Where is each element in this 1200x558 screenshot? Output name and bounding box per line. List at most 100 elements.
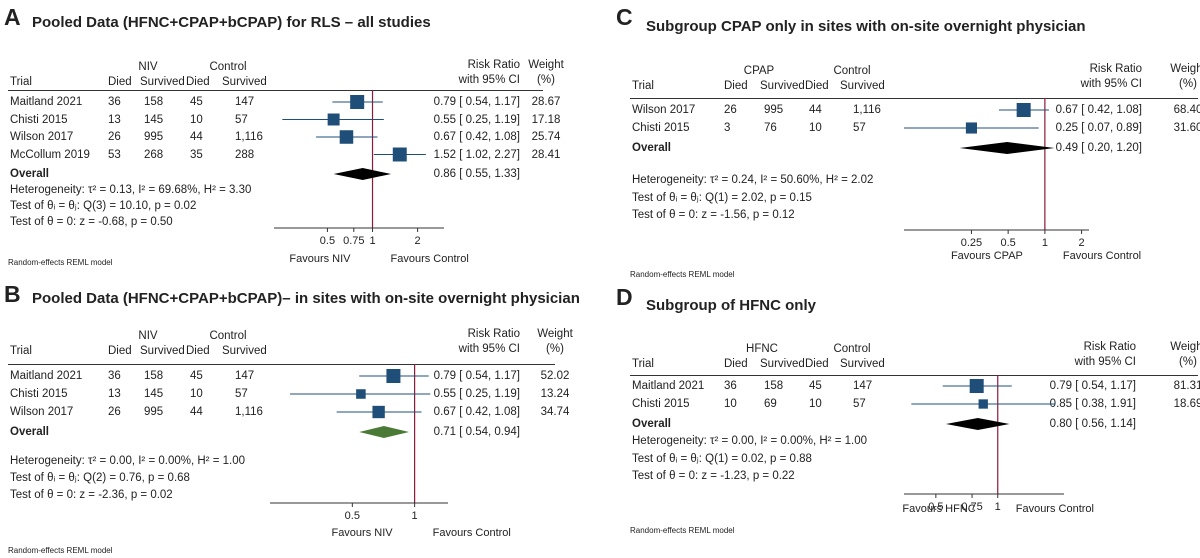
x-tick-label: 0.5 — [345, 510, 360, 522]
died-value: 13 — [108, 388, 121, 400]
ci-header: with 95% CI — [1080, 78, 1142, 90]
trial-name: Wilson 2017 — [10, 131, 74, 143]
survived-value: 158 — [144, 370, 164, 382]
survived-header: Survived — [760, 358, 805, 370]
ci-value: 0.79 [ 0.54, 1.17] — [433, 96, 520, 108]
risk-ratio-header: Risk Ratio — [1089, 63, 1142, 75]
control-survived-value: 57 — [853, 398, 866, 410]
control-survived-value: 57 — [235, 113, 248, 126]
ci-value: 0.85 [ 0.38, 1.91] — [1049, 398, 1136, 410]
forest-plot-area: 0.5 0.75 1 2 Favours NIV Favours Control — [274, 90, 469, 265]
weight-value: 68.40 — [1173, 104, 1200, 116]
control-died-value: 45 — [190, 370, 203, 382]
x-tick-label: 0.5 — [1001, 237, 1016, 249]
control-survived-value: 147 — [235, 96, 255, 108]
died-value: 26 — [724, 104, 737, 116]
ci-value: 0.55 [ 0.25, 1.19] — [433, 113, 520, 126]
died-value: 3 — [724, 122, 731, 134]
control-survived-value: 288 — [235, 148, 255, 161]
control-survived-value: 57 — [235, 388, 248, 400]
control-survived-value: 1,116 — [853, 104, 881, 116]
x-tick-label: 1 — [412, 510, 418, 522]
x-tick-label: 1 — [369, 235, 375, 247]
survived-header: Survived — [140, 345, 185, 357]
survived-value: 268 — [144, 148, 164, 161]
ci-value: 0.79 [ 0.54, 1.17] — [1049, 380, 1136, 392]
forest-plot-area: 0.5 0.75 1 Favours HFNC Favours Control — [902, 375, 1094, 515]
x-tick-label: 1 — [1042, 237, 1048, 249]
died2-header: Died — [186, 345, 210, 357]
weight-value: 17.18 — [531, 113, 561, 126]
weight-value: 18.69 — [1173, 398, 1200, 410]
panel-title: Subgroup of HFNC only — [646, 297, 816, 314]
weight-header: Weight — [528, 59, 564, 71]
group1-header: NIV — [138, 330, 158, 342]
stat-line: Test of θ = 0: z = -1.23, p = 0.22 — [632, 470, 795, 482]
stat-line: Heterogeneity: τ² = 0.24, I² = 50.60%, H… — [632, 174, 874, 186]
stat-line: Test of θᵢ = θⱼ: Q(1) = 0.02, p = 0.88 — [632, 452, 812, 465]
panel-title: Pooled Data (HFNC+CPAP+bCPAP) for RLS – … — [32, 14, 431, 31]
trial-name: Maitland 2021 — [10, 96, 83, 108]
died-value: 53 — [108, 148, 121, 161]
overall-ci-value: 0.80 [ 0.56, 1.14] — [1049, 418, 1136, 430]
ci-value: 1.52 [ 1.02, 2.27] — [433, 148, 520, 161]
trial-header: Trial — [10, 76, 32, 88]
favours-right-label: Favours Control — [1016, 503, 1094, 515]
overall-diamond — [959, 142, 1055, 154]
control-died-value: 44 — [190, 131, 203, 143]
study-marker — [372, 405, 385, 419]
group2-header: Control — [833, 65, 871, 77]
x-tick-label: 0.5 — [928, 501, 943, 513]
weight-header: Weight — [1170, 341, 1200, 353]
trial-name: Wilson 2017 — [10, 406, 74, 418]
ci-value: 0.25 [ 0.07, 0.89] — [1055, 122, 1142, 134]
weight-value: 25.74 — [531, 131, 561, 143]
weight-value: 52.02 — [540, 370, 570, 382]
ci-value: 0.79 [ 0.54, 1.17] — [433, 370, 520, 382]
survived-value: 158 — [764, 380, 784, 392]
forest-plot-area: 0.25 0.5 1 2 Favours CPAP Favours Control — [904, 98, 1141, 262]
stat-line: Heterogeneity: τ² = 0.00, I² = 0.00%, H²… — [632, 435, 867, 447]
stat-line: Test of θᵢ = θⱼ: Q(2) = 0.76, p = 0.68 — [10, 472, 190, 484]
died2-header: Died — [186, 76, 210, 88]
survived-value: 995 — [144, 131, 164, 143]
weight-header: Weight — [537, 328, 573, 340]
forest-panel-c: C Subgroup CPAP only in sites with on-sit… — [616, 0, 1200, 279]
model-note: Random-effects REML model — [630, 526, 735, 535]
weight-value: 34.74 — [540, 406, 570, 418]
group1-header: NIV — [138, 61, 158, 73]
died-value: 36 — [108, 96, 121, 108]
survived-value: 69 — [764, 398, 777, 410]
weight-value: 28.41 — [531, 148, 561, 161]
trial-name: Chisti 2015 — [10, 113, 68, 126]
model-note: Random-effects REML model — [630, 270, 735, 279]
control-died-value: 45 — [809, 380, 822, 392]
group1-header: HFNC — [746, 343, 778, 355]
weight-value: 31.60 — [1173, 122, 1200, 134]
overall-diamond — [333, 168, 392, 180]
overall-ci-value: 0.86 [ 0.55, 1.33] — [433, 168, 520, 180]
panel-title: Pooled Data (HFNC+CPAP+bCPAP)– in sites … — [32, 290, 580, 307]
trial-name: Chisti 2015 — [10, 388, 68, 400]
died-header: Died — [724, 358, 748, 370]
died-value: 36 — [724, 380, 737, 392]
overall-label: Overall — [632, 418, 671, 430]
header-rule — [8, 364, 555, 365]
risk-ratio-header: Risk Ratio — [467, 59, 520, 71]
ci-value: 0.67 [ 0.42, 1.08] — [433, 131, 520, 143]
panel-title: Subgroup CPAP only in sites with on-site… — [646, 18, 1086, 35]
trial-name: Wilson 2017 — [632, 104, 696, 116]
panel-label: A — [4, 4, 21, 30]
header-rule — [630, 98, 1198, 99]
study-marker — [969, 379, 984, 393]
favours-right-label: Favours Control — [433, 527, 511, 539]
weight-value: 13.24 — [540, 388, 570, 400]
group2-header: Control — [833, 343, 871, 355]
survived-value: 145 — [144, 388, 164, 400]
header-rule — [630, 375, 1198, 376]
died2-header: Died — [805, 358, 829, 370]
x-tick-label: 0.25 — [961, 237, 982, 249]
overall-label: Overall — [10, 426, 49, 438]
trial-name: Maitland 2021 — [632, 380, 705, 392]
control-died-value: 10 — [809, 398, 822, 410]
